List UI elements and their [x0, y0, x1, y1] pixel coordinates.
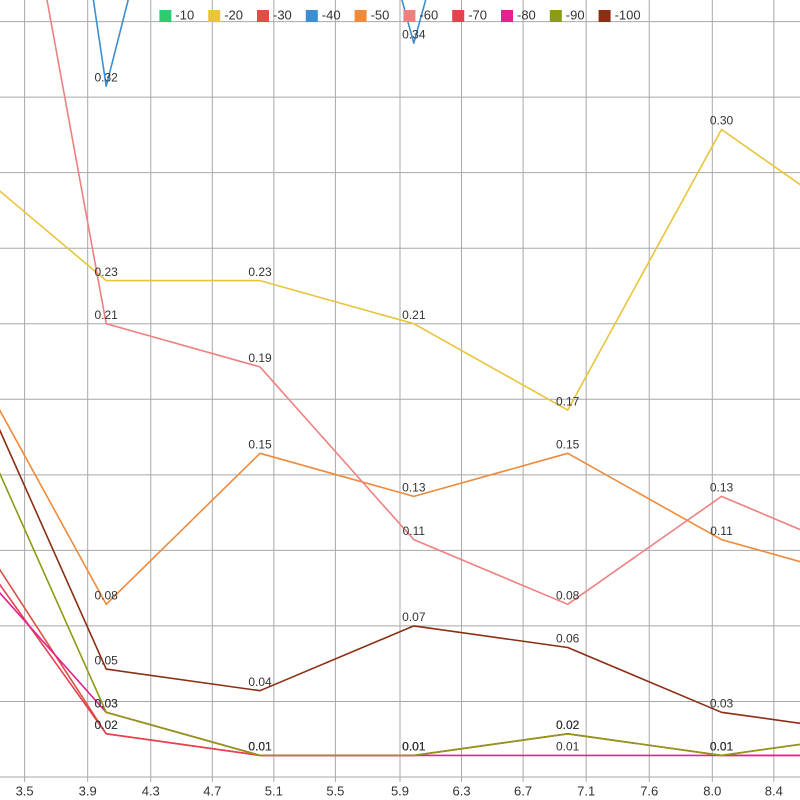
data-label: 0.08 [94, 589, 118, 603]
legend-swatch [257, 10, 269, 22]
legend-item: -20 [208, 7, 243, 22]
legend-label: -70 [468, 7, 487, 22]
legend-item: -90 [549, 7, 585, 22]
data-label: 0.02 [94, 718, 118, 732]
data-label: 0.05 [94, 653, 118, 667]
data-label: 0.11 [710, 524, 733, 538]
x-tick-label: 5.1 [265, 783, 283, 798]
x-tick-label: 8.0 [703, 783, 721, 798]
legend-label: -40 [322, 7, 341, 22]
legend-label: -60 [419, 7, 438, 22]
data-label: 0.08 [556, 589, 580, 603]
legend: -10 -20 -30 -40 -50 -60 -70 -80 -90 -100 [159, 7, 641, 22]
data-label: 0.02 [556, 718, 580, 732]
legend-label: -90 [566, 7, 585, 22]
legend-item: -10 [159, 7, 194, 22]
legend-item: -30 [257, 7, 292, 22]
data-label: 0.34 [402, 27, 426, 41]
x-tick-label: 3.5 [16, 783, 34, 798]
x-axis: 3.5 3.9 4.3 4.7 5.1 5.5 5.9 6.3 6.7 7.1 7.6 8.0 8.4 [0, 776, 800, 798]
series-line [92, 0, 427, 88]
legend-label: -80 [517, 7, 536, 22]
data-label: 0.01 [402, 740, 426, 754]
legend-swatch [208, 10, 221, 22]
data-label: 0.01 [402, 740, 426, 754]
series-line [0, 409, 800, 606]
x-tick-label: 4.3 [142, 783, 160, 798]
data-label: 0.03 [710, 696, 734, 710]
data-label: 0.01 [248, 740, 272, 754]
data-label: 0.02 [94, 718, 118, 732]
x-tick-label: 7.1 [577, 783, 595, 798]
legend-label: -30 [273, 7, 292, 22]
data-label: 0.02 [556, 718, 580, 732]
data-label: 0.01 [556, 740, 580, 754]
data-label: 0.15 [248, 437, 272, 451]
x-tick-label: 8.4 [765, 783, 783, 798]
legend-label: -50 [371, 7, 390, 22]
data-label: 0.01 [710, 740, 734, 754]
x-tick-label: 5.9 [391, 783, 409, 798]
x-tick-label: 3.9 [79, 783, 97, 798]
data-label: 0.21 [94, 308, 118, 322]
x-tick-label: 6.7 [514, 783, 532, 798]
data-label: 0.03 [94, 696, 118, 710]
legend-item: -60 [403, 7, 438, 22]
series-line [0, 471, 800, 757]
legend-swatch [305, 10, 318, 22]
data-label: 0.17 [556, 394, 580, 408]
data-label: 0.15 [556, 437, 580, 451]
data-label: 0.19 [248, 351, 272, 365]
data-label: 0.01 [710, 740, 734, 754]
data-label: 0.32 [94, 71, 118, 85]
data-label: 0.03 [94, 696, 118, 710]
data-label: 0.01 [248, 740, 272, 754]
series-line [0, 128, 800, 411]
data-label: 0.02 [556, 718, 580, 732]
data-label: 0.06 [556, 632, 580, 646]
data-label: 0.30 [710, 114, 734, 128]
legend-swatch [159, 10, 172, 22]
legend-label: -100 [615, 7, 641, 22]
legend-swatch [501, 10, 513, 22]
series-line [46, 0, 800, 606]
data-label: 0.01 [248, 740, 272, 754]
legend-item: -80 [501, 7, 536, 22]
data-label: 0.01 [248, 740, 272, 754]
data-label: 0.01 [402, 740, 426, 754]
data-label: 0.23 [94, 265, 118, 279]
x-tick-label: 4.7 [203, 783, 221, 798]
data-label: 0.01 [710, 740, 734, 754]
legend-label: -20 [224, 7, 243, 22]
data-label: 0.07 [402, 610, 426, 624]
legend-swatch [598, 10, 611, 22]
data-label: 0.01 [402, 740, 426, 754]
data-label: 0.13 [710, 481, 734, 495]
legend-item: -70 [452, 7, 487, 22]
data-label: 0.23 [248, 265, 272, 279]
x-tick-label: 6.3 [452, 783, 470, 798]
legend-label: -10 [175, 7, 194, 22]
legend-item: -50 [354, 7, 390, 22]
series-line [0, 428, 800, 725]
legend-swatch [354, 10, 367, 22]
data-label: 0.04 [248, 675, 272, 689]
x-tick-label: 5.5 [326, 783, 344, 798]
legend-swatch [403, 10, 416, 22]
data-label: 0.11 [403, 524, 426, 538]
data-label: 0.13 [402, 481, 426, 495]
x-tick-label: 7.6 [640, 783, 658, 798]
legend-swatch [549, 10, 562, 22]
data-label: 0.01 [710, 740, 734, 754]
data-label: 0.21 [402, 308, 426, 322]
plot-area: 0.290.230.230.210.170.300.250.130.020.01… [0, 0, 800, 757]
grid [0, 0, 800, 778]
legend-item: -40 [305, 7, 341, 22]
legend-item: -100 [598, 7, 641, 22]
legend-swatch [452, 10, 465, 22]
